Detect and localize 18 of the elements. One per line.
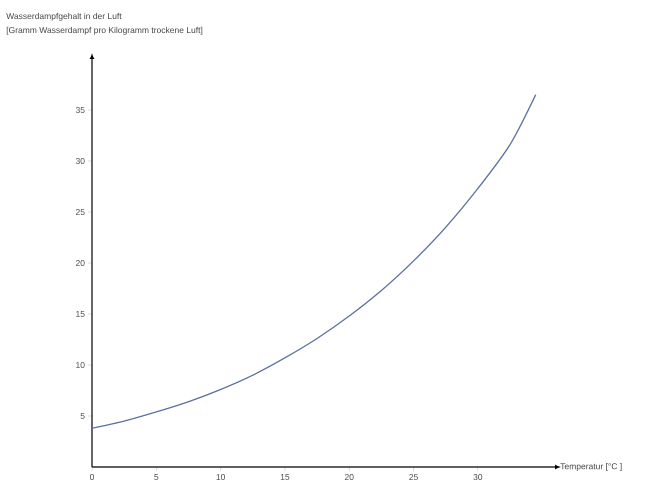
line-series bbox=[92, 94, 536, 429]
y-tick-label: 25 bbox=[76, 208, 85, 215]
x-tick-label: 15 bbox=[280, 474, 290, 480]
y-tick-label: 10 bbox=[76, 362, 85, 368]
x-tick-label: 30 bbox=[473, 474, 482, 480]
y-tick-label: 35 bbox=[76, 106, 85, 113]
x-axis-title: Temperatur [°C ] bbox=[560, 463, 622, 471]
y-tick-label: 20 bbox=[76, 260, 85, 266]
x-tick-label: 25 bbox=[409, 474, 418, 480]
y-tick-label: 5 bbox=[80, 413, 85, 419]
x-tick-label: 20 bbox=[344, 474, 354, 480]
x-tick-label: 0 bbox=[90, 474, 94, 480]
y-axis-title: Wasserdampfgehalt in der Luft bbox=[6, 12, 122, 21]
x-tick-label: 5 bbox=[154, 474, 158, 480]
y-tick-label: 15 bbox=[76, 311, 85, 317]
y-tick-label: 30 bbox=[76, 158, 85, 164]
x-tick-label: 10 bbox=[216, 474, 225, 480]
text: [Gramm Wasserdampf pro Kilogramm trockene Luft] bbox=[6, 26, 202, 35]
